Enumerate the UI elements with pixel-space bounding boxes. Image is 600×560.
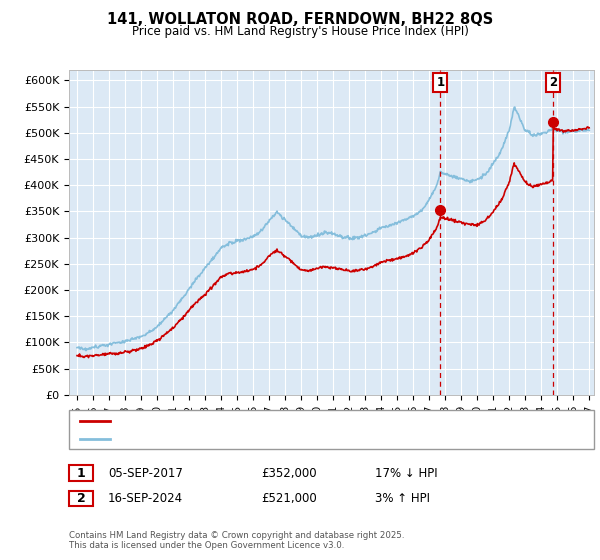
Text: 2: 2	[548, 76, 557, 88]
Text: £521,000: £521,000	[261, 492, 317, 505]
Text: 17% ↓ HPI: 17% ↓ HPI	[375, 466, 437, 480]
Text: £352,000: £352,000	[261, 466, 317, 480]
Text: 141, WOLLATON ROAD, FERNDOWN, BH22 8QS: 141, WOLLATON ROAD, FERNDOWN, BH22 8QS	[107, 12, 493, 27]
Text: Contains HM Land Registry data © Crown copyright and database right 2025.
This d: Contains HM Land Registry data © Crown c…	[69, 530, 404, 550]
Text: 16-SEP-2024: 16-SEP-2024	[108, 492, 183, 505]
Text: 1: 1	[436, 76, 445, 88]
Text: 141, WOLLATON ROAD, FERNDOWN, BH22 8QS (detached house): 141, WOLLATON ROAD, FERNDOWN, BH22 8QS (…	[116, 416, 475, 426]
Text: 3% ↑ HPI: 3% ↑ HPI	[375, 492, 430, 505]
Text: 1: 1	[77, 466, 85, 480]
Text: HPI: Average price, detached house, Dorset: HPI: Average price, detached house, Dors…	[116, 435, 355, 444]
Text: Price paid vs. HM Land Registry's House Price Index (HPI): Price paid vs. HM Land Registry's House …	[131, 25, 469, 38]
Text: 2: 2	[77, 492, 85, 505]
Text: 05-SEP-2017: 05-SEP-2017	[108, 466, 183, 480]
